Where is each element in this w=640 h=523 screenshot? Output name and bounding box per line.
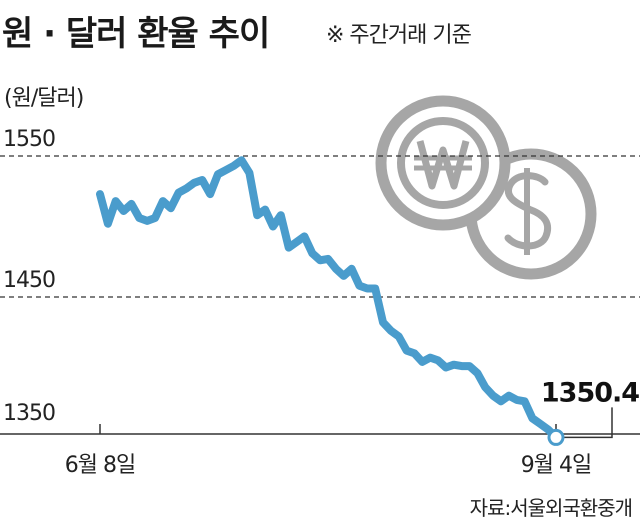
source-note: 자료:서울외국환중개 bbox=[469, 496, 633, 520]
x-tick-label-0: 6월 8일 bbox=[65, 453, 135, 478]
chart-subtitle: ※ 주간거래 기준 bbox=[326, 23, 472, 48]
won-coin-icon bbox=[375, 95, 511, 231]
y-unit-label: (원/달러) bbox=[4, 86, 84, 111]
grid-lines bbox=[0, 155, 640, 298]
y-tick-label-1450: 1450 bbox=[3, 268, 55, 293]
x-ticks: 6월 8일 9월 4일 bbox=[65, 424, 592, 478]
x-tick-label-1: 9월 4일 bbox=[521, 453, 591, 478]
end-point-marker bbox=[547, 428, 565, 446]
series-line bbox=[96, 156, 560, 442]
coins-illustration bbox=[375, 95, 597, 280]
y-tick-labels: 1550 1450 1350 bbox=[3, 127, 56, 426]
y-tick-label-1350: 1350 bbox=[3, 401, 55, 426]
y-tick-label-1550: 1550 bbox=[3, 127, 55, 152]
end-value-label: 1350.4 bbox=[541, 377, 639, 408]
chart-title: 원 · 달러 환율 추이 bbox=[2, 14, 270, 54]
end-value-leader bbox=[564, 407, 613, 439]
